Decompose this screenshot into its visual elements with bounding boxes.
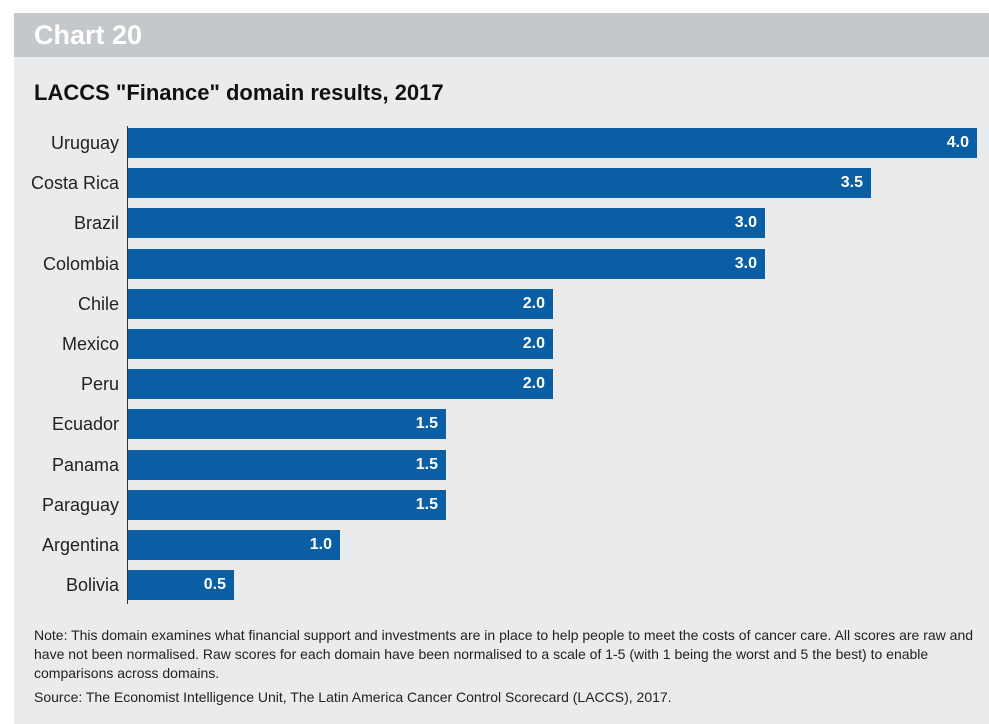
data-label: 4.0 (946, 134, 969, 151)
data-label: 3.5 (840, 174, 863, 191)
category-label: Mexico (61, 334, 119, 354)
bar (128, 208, 765, 238)
bar (128, 450, 446, 480)
category-label: Colombia (42, 254, 119, 274)
bar (128, 289, 553, 319)
category-label: Paraguay (41, 495, 119, 515)
bar (128, 369, 553, 399)
category-axis-line (127, 126, 128, 604)
data-label: 1.5 (415, 415, 438, 432)
notes: Note: This domain examines what financia… (34, 626, 979, 707)
category-label: Bolivia (65, 575, 119, 595)
note-text: Note: This domain examines what financia… (34, 627, 974, 681)
category-label: Peru (80, 374, 119, 394)
bar (128, 128, 977, 158)
chart-number-label: Chart 20 (34, 20, 143, 50)
chart-panel: Chart 20 LACCS "Finance" domain results,… (14, 13, 989, 724)
bar (128, 249, 765, 279)
category-label: Panama (51, 455, 119, 475)
category-label: Argentina (41, 535, 119, 555)
data-label: 1.0 (309, 536, 332, 553)
data-label: 2.0 (522, 295, 545, 312)
data-label: 0.5 (203, 576, 226, 593)
data-label: 1.5 (415, 456, 438, 473)
data-label: 1.5 (415, 496, 438, 513)
bar (128, 168, 871, 198)
category-label: Brazil (73, 213, 119, 233)
bar (128, 409, 446, 439)
data-label: 2.0 (522, 375, 545, 392)
chart-label-bar: Chart 20 (14, 13, 989, 57)
category-label: Ecuador (51, 414, 119, 434)
category-label: Chile (77, 294, 119, 314)
bar (128, 530, 340, 560)
bar (128, 570, 234, 600)
data-label: 3.0 (734, 214, 757, 231)
chart-title: LACCS "Finance" domain results, 2017 (34, 80, 444, 105)
category-label: Costa Rica (30, 173, 119, 193)
source-text: Source: The Economist Intelligence Unit,… (34, 689, 672, 705)
data-label: 2.0 (522, 335, 545, 352)
bar (128, 329, 553, 359)
category-label: Uruguay (50, 133, 119, 153)
bar (128, 490, 446, 520)
data-label: 3.0 (734, 255, 757, 272)
